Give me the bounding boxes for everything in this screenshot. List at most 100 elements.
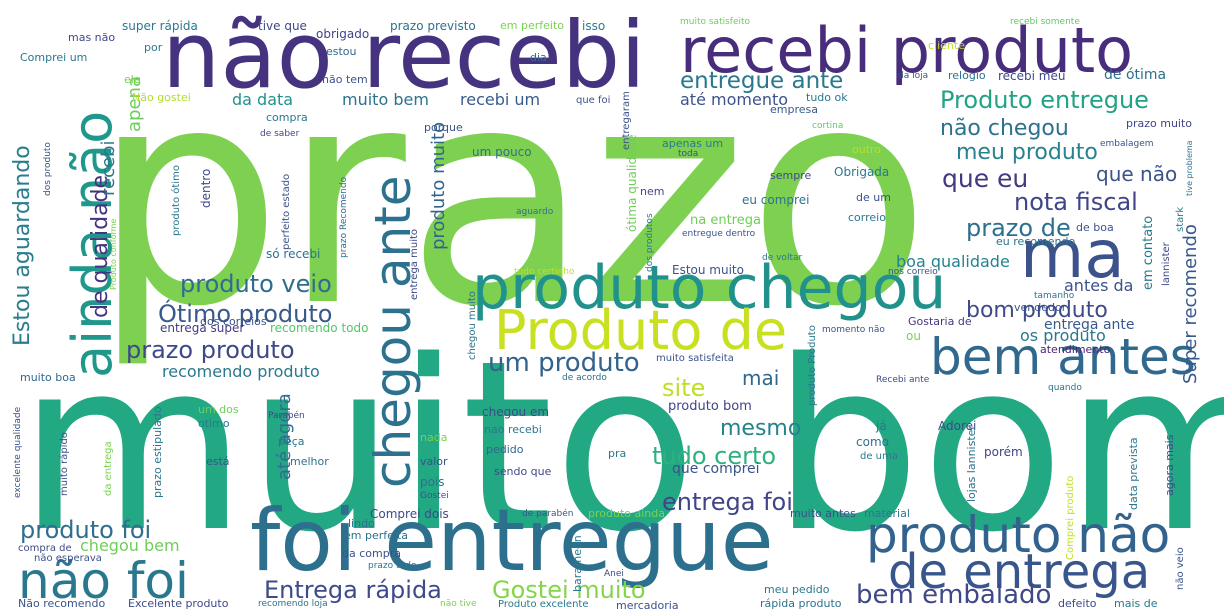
word-lojas-lannister: lojas lannister: [965, 425, 978, 502]
word-site: site: [662, 374, 706, 402]
word-de-otima: de ótima: [1104, 67, 1167, 83]
word-nao-tive: não tive: [440, 599, 477, 609]
word-tive-problema: tive problema: [1185, 140, 1194, 196]
word-compra-de: compra de: [18, 543, 72, 554]
word-em-perfeita: em perfeita: [344, 529, 409, 542]
word-toda: toda: [678, 149, 699, 159]
word-da-entrega: da entrega: [103, 441, 114, 496]
word-anei: Anei: [604, 569, 624, 579]
word-um-produto: um produto: [488, 348, 640, 378]
word-prazo: prazo: [92, 23, 931, 372]
word-eu-comprei: eu comprei: [742, 193, 810, 207]
word-ate-momento: até momento: [680, 90, 789, 109]
word-em-contato: em contato: [1141, 215, 1156, 290]
word-nos-correio: nos correio: [888, 267, 938, 277]
word-foi-entregue: foi entregue: [250, 491, 774, 591]
word-prazo-recomendo: prazo Recomendo: [339, 176, 349, 258]
word-produto-ainda: produto ainda: [588, 507, 665, 520]
word-um-dos: um dos: [198, 403, 239, 416]
word-pedido: pedido: [486, 443, 524, 456]
word-recebi-vertical: recebi: [98, 140, 119, 196]
word-ma: ma: [1020, 216, 1125, 293]
word-de-uma: de uma: [860, 451, 898, 462]
word-produto-otimo: produto ótimo: [171, 165, 182, 236]
word-lindo: lindo: [348, 517, 375, 530]
word-otimo-produto: Ótimo produto: [158, 300, 333, 328]
word-estou: estou: [326, 45, 357, 58]
word-muito-bom: muito bom: [18, 311, 1224, 584]
word-porem: porém: [984, 445, 1023, 459]
word-embalagem: embalagem: [1100, 139, 1154, 149]
word-esta: está: [206, 455, 230, 468]
word-cliente: cliente: [928, 39, 965, 52]
word-recebi-ante: Recebi ante: [876, 375, 930, 385]
word-prazo-estipulado: prazo estipulado: [151, 406, 164, 498]
word-momento-nao: momento não: [822, 325, 885, 335]
word-nao-gostei: Não gostei: [132, 91, 191, 104]
word-muito-satisfeita: muito satisfeita: [656, 353, 734, 364]
word-tudo-certinho: tudo certinho: [514, 267, 575, 277]
word-prazo-tudo: prazo tudo: [368, 561, 417, 571]
word-empresa: empresa: [770, 103, 818, 116]
word-ou: ou: [906, 329, 921, 343]
word-recomendo-loja: recomendo loja: [258, 599, 328, 609]
word-paraben: Parabén: [268, 411, 305, 421]
word-entregue-dentro: entregue dentro: [682, 229, 756, 239]
word-comprei-dois: Comprei dois: [370, 507, 449, 521]
word-muito-bem: muito bem: [342, 90, 429, 109]
word-produto-muito: produto muito: [428, 121, 449, 250]
word-de-boa: de boa: [1076, 221, 1114, 234]
word-produto-de: Produto de: [494, 299, 788, 362]
word-chegou-em: chegou em: [482, 405, 550, 419]
word-produto-produto: produto Produto: [807, 325, 818, 406]
word-nao-recebi: não recebi: [162, 2, 646, 109]
word-otimo-lower: otimo: [198, 417, 230, 430]
word-produto-entregue: Produto entregue: [940, 86, 1149, 114]
word-agora-mais: agora mais: [1163, 434, 1176, 496]
word-dos-produto: dos produto: [43, 142, 53, 196]
word-material: material: [864, 507, 910, 520]
word-isso: isso: [582, 19, 606, 33]
word-recebi-meu: recebi meu: [998, 69, 1066, 83]
word-de-voltar: de voltar: [762, 253, 803, 263]
word-bom-produto: bom produto: [966, 298, 1108, 323]
word-de-saber: de saber: [260, 129, 300, 139]
word-da-data: da data: [232, 90, 294, 109]
word-sendo-que: sendo que: [494, 465, 552, 478]
word-tudo-certo: tudo certo: [652, 442, 777, 470]
word-antes-da: antes da: [1064, 276, 1134, 295]
word-gostei: Gostei: [420, 491, 449, 501]
word-recomendo-todo: recomendo todo: [270, 321, 369, 335]
word-que-nao: que não: [1096, 162, 1178, 186]
word-nao-chegou: não chegou: [940, 116, 1069, 141]
word-nao-recebi-lower: nao recebi: [484, 423, 542, 436]
word-dos-correios: dos correios: [200, 315, 267, 328]
word-que-foi: que foi: [576, 95, 611, 106]
word-relogio: relógio: [948, 69, 986, 82]
word-recomendo-produto: recomendo produto: [162, 362, 320, 381]
word-mesmo: mesmo: [720, 416, 802, 441]
word-de-paraben: de parabén: [522, 509, 574, 519]
word-estou-muito: Estou muito: [672, 263, 744, 277]
word-prazo-produto: prazo produto: [126, 336, 295, 364]
word-prazo-de: prazo de: [966, 214, 1071, 242]
word-dentro: dentro: [199, 168, 213, 208]
word-mais-de: mais de: [1114, 597, 1158, 610]
word-estou-aguardando: Estou aguardando: [10, 145, 35, 346]
word-obrigada: Obrigada: [834, 165, 890, 179]
word-bem-embalado: bem embalado: [856, 580, 1052, 610]
word-pra: pra: [608, 447, 627, 460]
word-lannister: lannister: [1161, 242, 1172, 286]
word-nao-tem: não tem: [322, 73, 368, 86]
word-entregaram: entregaram: [621, 91, 632, 150]
word-prazo-previsto: prazo previsto: [390, 19, 476, 33]
word-perfeito-estado: perfeito estado: [281, 173, 292, 250]
word-comprei-um: Comprei um: [20, 51, 88, 64]
word-entrega-muito: entrega muito: [409, 228, 420, 300]
word-os-produto: os produto: [1020, 326, 1106, 345]
word-bem-antes: bem antes: [930, 328, 1196, 386]
word-stark: stark: [1175, 206, 1186, 232]
word-um-pouco: um pouco: [472, 145, 532, 159]
word-que-eu: que eu: [942, 164, 1029, 193]
word-nao-recomendo: Não recomendo: [18, 597, 106, 610]
